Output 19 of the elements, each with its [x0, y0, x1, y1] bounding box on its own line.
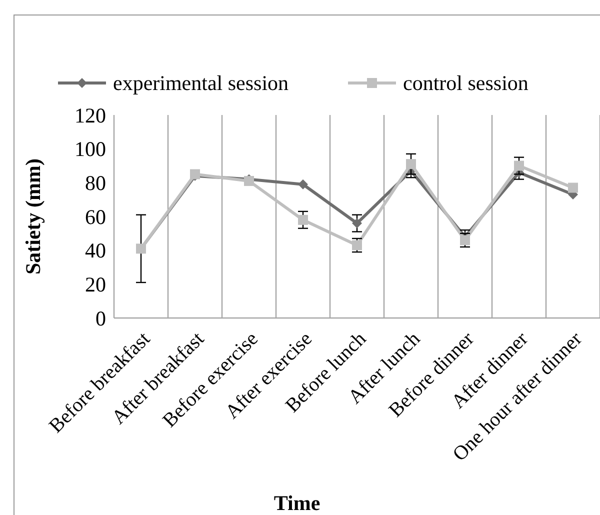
y-tick-label: 0 [96, 306, 106, 330]
y-tick-label: 80 [85, 171, 106, 196]
y-tick-label: 40 [85, 238, 106, 263]
point [352, 218, 362, 228]
point [352, 240, 362, 250]
y-tick-label: 60 [85, 204, 106, 229]
point [406, 159, 416, 170]
y-tick-label: 120 [74, 103, 106, 128]
point [568, 182, 578, 193]
legend-label: experimental session [113, 71, 290, 95]
y-tick-label: 100 [74, 137, 106, 162]
point [298, 179, 308, 190]
y-tick-label: 20 [85, 272, 106, 297]
point [514, 160, 524, 171]
point [298, 214, 308, 225]
point [460, 235, 470, 246]
legend-label: control session [403, 71, 529, 95]
x-axis-title: Time [274, 491, 320, 515]
y-axis-title: Satiety (mm) [21, 158, 45, 275]
